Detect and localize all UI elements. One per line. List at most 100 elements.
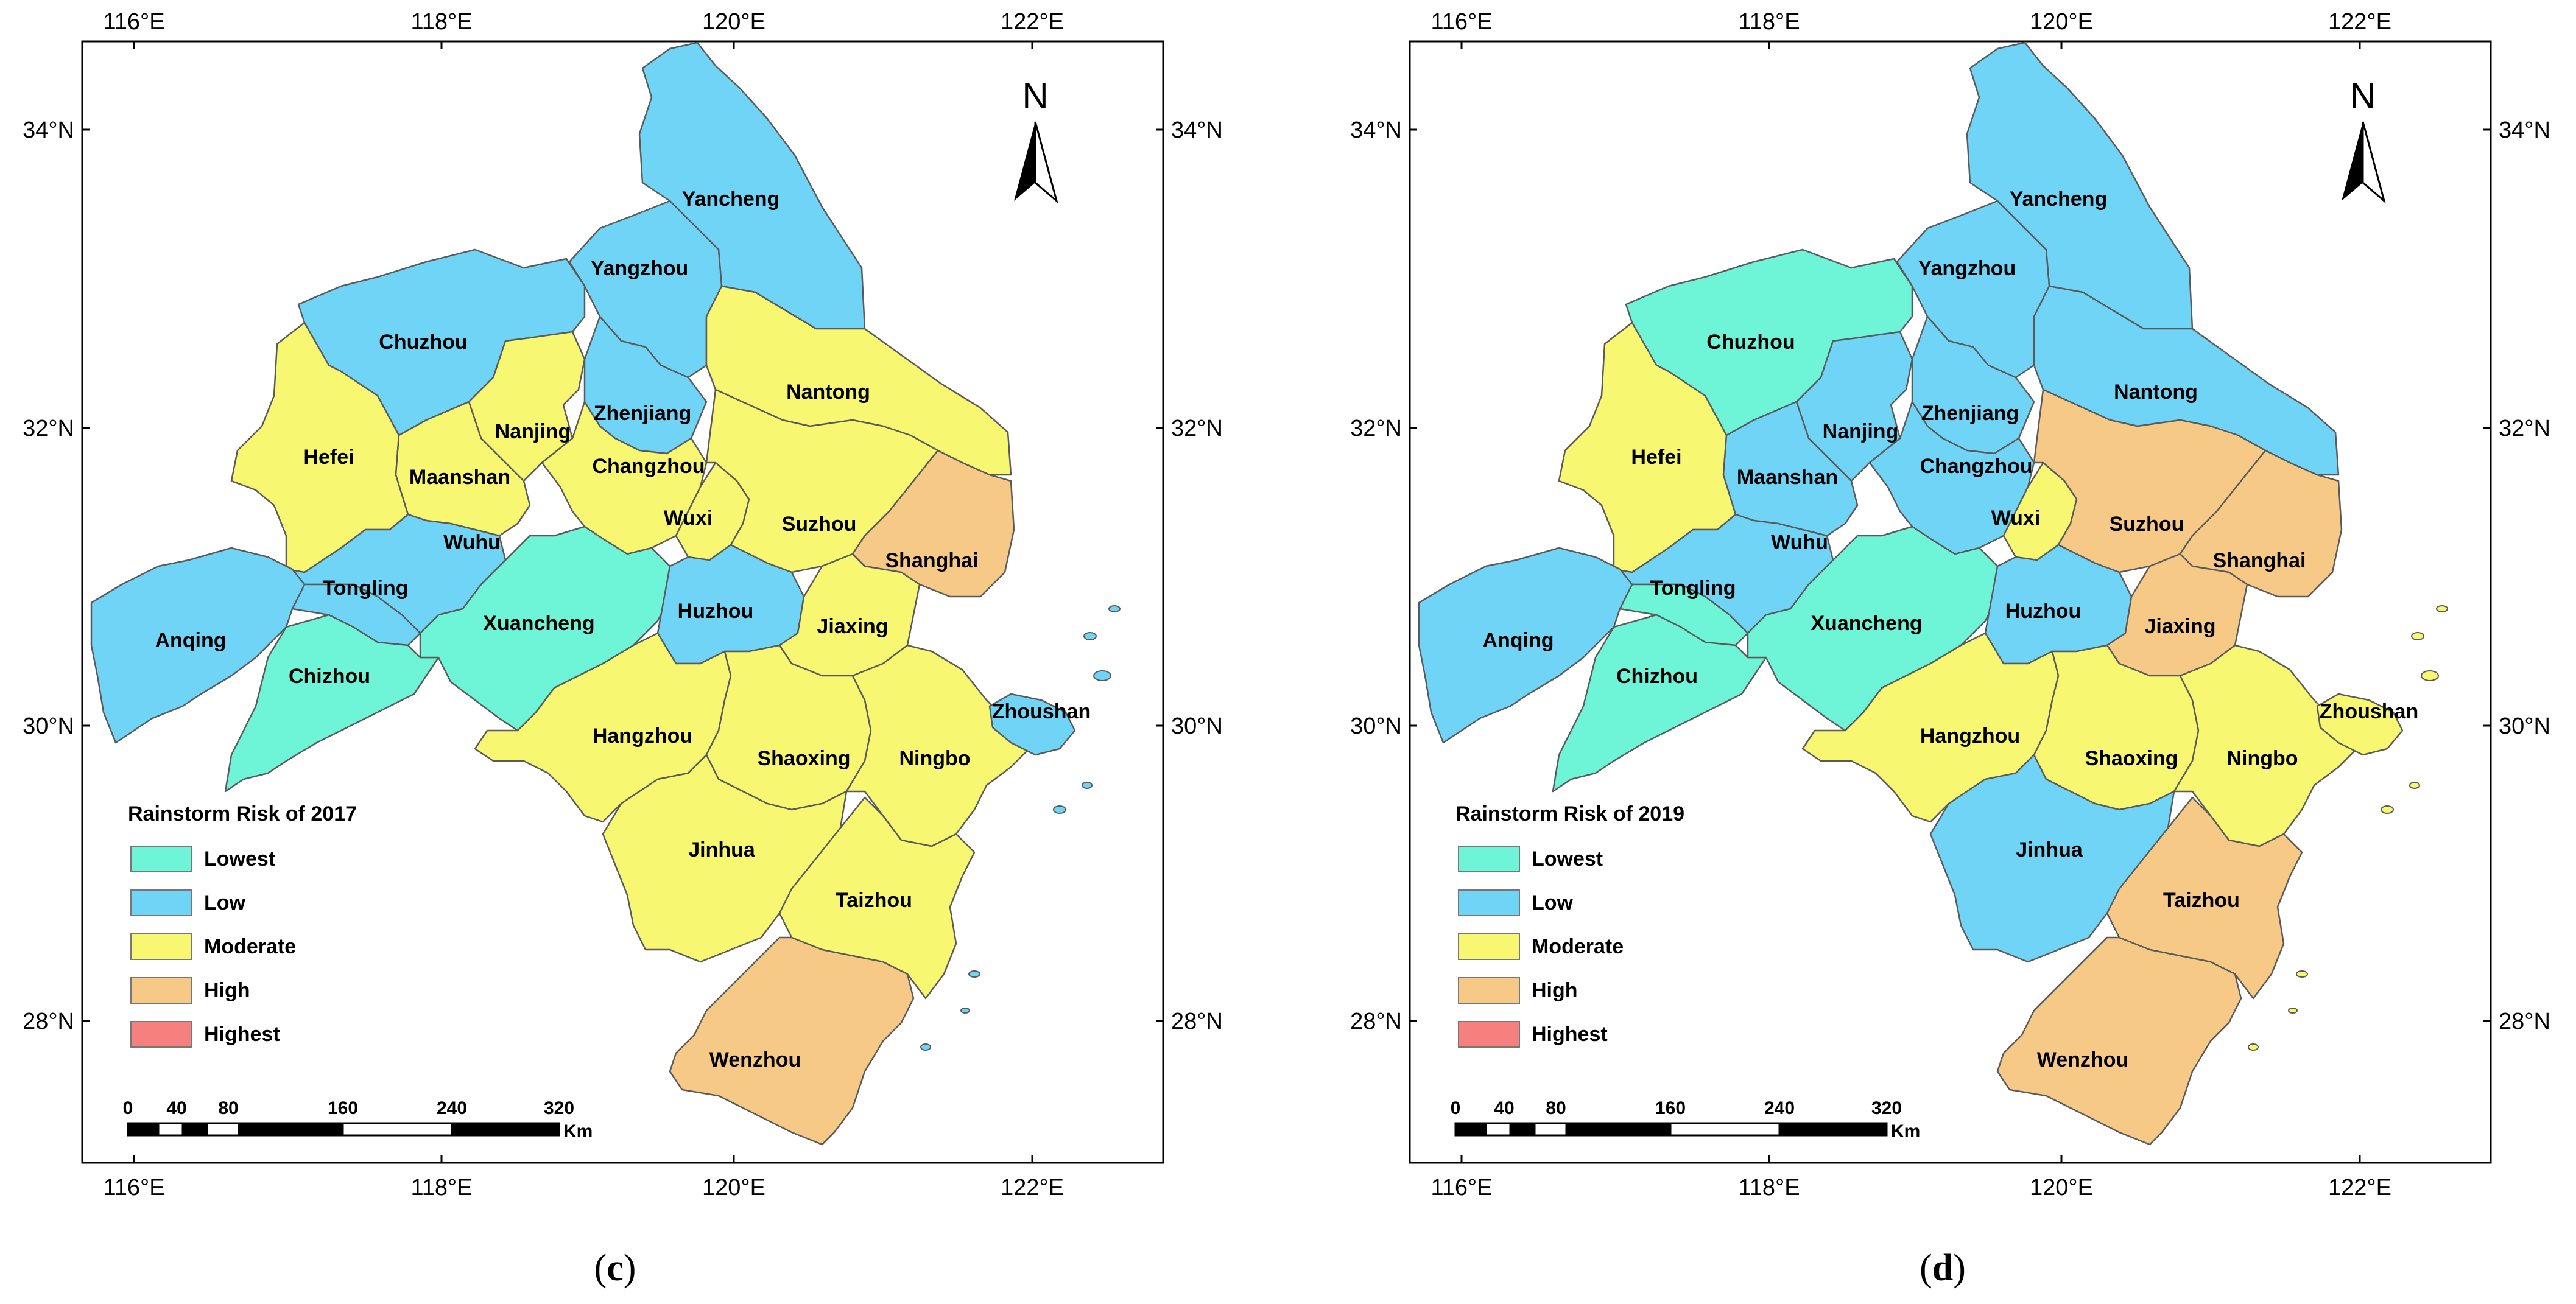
- island-shape: [1083, 632, 1097, 640]
- map-frame: [81, 40, 1164, 1164]
- lat-tick-label-left: 28°N: [1350, 1009, 1402, 1034]
- scale-tick-label: 160: [328, 1098, 358, 1118]
- region-wenzhou: [1996, 936, 2242, 1146]
- island-shape: [2288, 1008, 2298, 1014]
- city-label-chuzhou: Chuzhou: [1706, 331, 1795, 354]
- island-shape: [2296, 970, 2308, 978]
- scale-segment: [181, 1122, 208, 1137]
- city-label-wuxi: Wuxi: [664, 507, 713, 530]
- region-yangzhou: [1896, 200, 2050, 379]
- region-ningbo: [2173, 644, 2364, 847]
- lat-tick-label-left: 32°N: [1350, 416, 1402, 441]
- city-label-tongling: Tongling: [1650, 577, 1736, 600]
- scale-tick-label: 320: [544, 1098, 574, 1118]
- city-label-suzhou: Suzhou: [782, 513, 857, 536]
- city-label-nanjing: Nanjing: [495, 420, 571, 443]
- scale-bar: 0 40 80 160 240 320 Km: [123, 1098, 593, 1141]
- scale-tick-label: 240: [437, 1098, 467, 1118]
- map-frame: [1409, 40, 2492, 1164]
- lon-tick-label-top: 122°E: [2328, 9, 2391, 35]
- caption-letter: d: [1932, 1247, 1953, 1289]
- city-label-jinhua: Jinhua: [2016, 838, 2083, 861]
- city-label-wuhu: Wuhu: [1771, 531, 1828, 554]
- scale-segment: [1454, 1122, 1487, 1137]
- legend-swatch: [1458, 889, 1520, 916]
- north-arrow-right-half: [2362, 121, 2386, 204]
- region-chizhou: [1552, 614, 1767, 793]
- city-label-shanghai: Shanghai: [2212, 549, 2306, 572]
- city-label-tongling: Tongling: [323, 577, 409, 600]
- region-wenzhou: [669, 936, 915, 1146]
- city-label-hefei: Hefei: [303, 446, 354, 469]
- scale-segment: [1485, 1122, 1511, 1137]
- city-label-yangzhou: Yangzhou: [591, 257, 689, 280]
- lon-tick-label-bottom: 122°E: [1001, 1175, 1064, 1201]
- region-yangzhou: [568, 200, 723, 379]
- city-label-zhenjiang: Zhenjiang: [1921, 402, 2019, 425]
- scale-segment: [238, 1122, 344, 1137]
- scale-tick-label: 40: [166, 1098, 186, 1118]
- north-arrow-icon: N: [1014, 75, 1058, 204]
- scale-unit: Km: [563, 1121, 593, 1141]
- caption-close: ): [1953, 1247, 1966, 1289]
- lon-tick-label-top: 116°E: [1431, 9, 1492, 35]
- city-label-chizhou: Chizhou: [1616, 665, 1698, 688]
- city-label-anqing: Anqing: [1482, 629, 1554, 652]
- island-shape: [920, 1043, 931, 1051]
- legend-swatch: [130, 933, 192, 960]
- lat-tick-label-right: 34°N: [1171, 117, 1223, 143]
- lat-tick-label-right: 34°N: [2499, 117, 2550, 143]
- island-shape: [2411, 632, 2424, 640]
- lat-tick-label-right: 30°N: [1171, 713, 1223, 739]
- city-label-nanjing: Nanjing: [1823, 420, 1899, 443]
- city-label-taizhou: Taizhou: [2163, 889, 2240, 912]
- legend: Rainstorm Risk of 2019 Lowest Low Moderate H…: [1455, 802, 1684, 1048]
- city-regions: [90, 41, 1076, 1146]
- scale-tick-label: 80: [218, 1098, 238, 1118]
- lat-tick-label-right: 30°N: [2499, 713, 2550, 739]
- city-label-shanghai: Shanghai: [885, 549, 978, 572]
- lon-tick-label-bottom: 120°E: [2030, 1175, 2093, 1201]
- scale-segment: [206, 1122, 240, 1137]
- city-label-zhoushan: Zhoushan: [992, 700, 1091, 723]
- city-label-maanshan: Maanshan: [409, 466, 510, 489]
- city-label-hangzhou: Hangzhou: [1920, 724, 2020, 748]
- region-anqing: [90, 547, 306, 744]
- legend-swatch: [1458, 1021, 1520, 1048]
- legend-label: Moderate: [1532, 935, 1624, 958]
- caption-letter: c: [607, 1247, 624, 1289]
- legend: Rainstorm Risk of 2017 Lowest Low Moderate H…: [128, 802, 357, 1048]
- island-shape: [2409, 782, 2420, 789]
- city-label-wuxi: Wuxi: [1991, 507, 2041, 530]
- city-label-maanshan: Maanshan: [1737, 466, 1838, 489]
- city-label-hangzhou: Hangzhou: [593, 724, 692, 748]
- panel-caption: (d): [1920, 1247, 1966, 1289]
- lon-tick-label-bottom: 118°E: [1738, 1175, 1800, 1201]
- lat-tick-label-left: 30°N: [23, 713, 74, 739]
- scale-bar: 0 40 80 160 240 320 Km: [1451, 1098, 1921, 1141]
- city-label-zhoushan: Zhoushan: [2320, 700, 2418, 723]
- legend-title: Rainstorm Risk of 2017: [128, 802, 357, 826]
- legend-swatch: [130, 889, 192, 916]
- legend-swatch: [130, 1021, 192, 1048]
- island-shape: [2421, 670, 2439, 681]
- scale-tick-label: 40: [1494, 1098, 1514, 1118]
- scale-segment: [1533, 1122, 1568, 1137]
- island-shape: [968, 970, 980, 978]
- city-label-nantong: Nantong: [786, 380, 870, 404]
- lon-tick-label-top: 120°E: [702, 9, 765, 35]
- legend-label: Lowest: [1532, 847, 1603, 871]
- city-regions: [1418, 41, 2404, 1146]
- island-shape: [2436, 605, 2448, 612]
- city-label-changzhou: Changzhou: [592, 455, 705, 478]
- island-shape: [960, 1008, 970, 1014]
- island-shape: [1108, 605, 1121, 612]
- city-label-huzhou: Huzhou: [2005, 600, 2082, 623]
- scale-segment: [127, 1122, 160, 1137]
- legend-label: Low: [204, 891, 246, 914]
- scale-tick-label: 0: [123, 1098, 133, 1118]
- lon-tick-label-top: 118°E: [1738, 9, 1800, 35]
- map-panel-c: 116°E 116°E 118°E 118°E 120°E 120°E 122°E 122°E…: [23, 9, 1223, 1289]
- city-label-wenzhou: Wenzhou: [2037, 1048, 2128, 1071]
- region-ningbo: [845, 644, 1036, 847]
